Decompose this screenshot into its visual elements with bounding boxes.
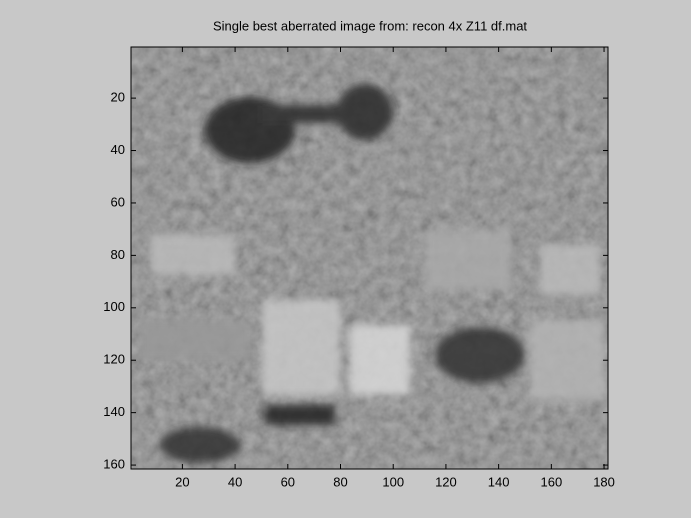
chart-title: Single best aberrated image from: recon …: [213, 18, 527, 33]
x-tick-label: 20: [175, 474, 189, 489]
x-tick-label: 180: [593, 474, 615, 489]
y-tick-label: 100: [103, 299, 125, 314]
y-tick-label: 20: [111, 90, 125, 105]
x-tick-label: 60: [281, 474, 295, 489]
y-tick-label: 160: [103, 457, 125, 472]
x-tick-label: 100: [382, 474, 404, 489]
x-tick-label: 160: [540, 474, 562, 489]
y-tick-label: 140: [103, 404, 125, 419]
page: {"chart_data": {"type": "image", "title"…: [0, 0, 691, 518]
x-tick-label: 80: [333, 474, 347, 489]
image: [131, 47, 608, 469]
figure: Single best aberrated image from: recon …: [0, 0, 691, 518]
y-tick-label: 80: [111, 247, 125, 262]
x-tick-label: 140: [488, 474, 510, 489]
y-tick-label: 120: [103, 352, 125, 367]
y-tick-label: 40: [111, 142, 125, 157]
x-tick-label: 120: [435, 474, 457, 489]
x-tick-label: 40: [228, 474, 242, 489]
y-tick-label: 60: [111, 194, 125, 209]
